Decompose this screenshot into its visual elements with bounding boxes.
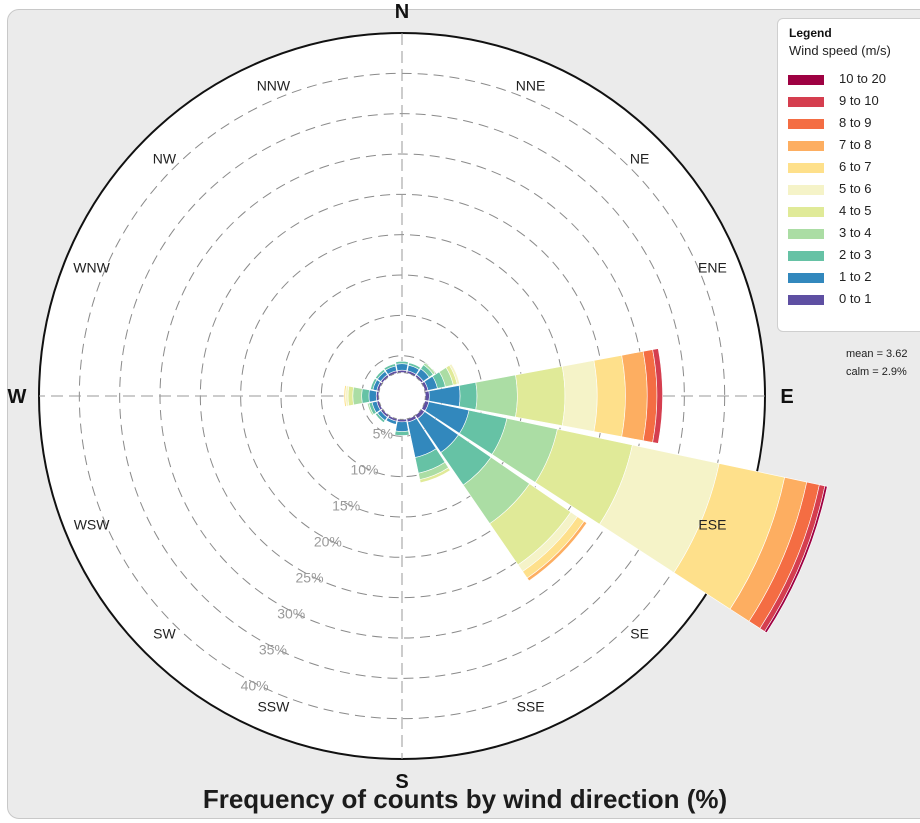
legend: Legend Wind speed (m/s) 10 to 20 9 to 10… — [777, 18, 920, 332]
sector-w-bin-1 — [368, 389, 377, 403]
sector-nnw-bin-2 — [383, 363, 396, 371]
radial-tick-label: 40% — [241, 677, 269, 693]
sector-nne-bin-2 — [408, 362, 421, 371]
direction-label-wsw: WSW — [74, 517, 111, 533]
cardinal-label-e: E — [780, 386, 793, 408]
sector-e-bin-2 — [458, 381, 478, 411]
legend-label: 4 to 5 — [839, 203, 872, 218]
sector-sse-bin-4 — [419, 467, 451, 484]
direction-label-nnw: NNW — [257, 78, 291, 94]
legend-label: 2 to 3 — [839, 247, 872, 262]
legend-label: 0 to 1 — [839, 291, 872, 306]
sector-e-bin-6 — [593, 354, 626, 438]
sector-se-bin-7 — [526, 520, 588, 582]
direction-label-ssw: SSW — [257, 698, 290, 714]
legend-swatch — [788, 119, 824, 129]
sector-ssw-bin-1 — [385, 417, 397, 425]
legend-swatch — [788, 185, 824, 195]
direction-label-se: SE — [630, 626, 649, 642]
sector-n-bin-1 — [395, 363, 409, 371]
mean-stat: mean = 3.62 — [846, 348, 908, 360]
chart-title: Frequency of counts by wind direction (%… — [202, 784, 728, 814]
direction-label-sw: SW — [153, 626, 176, 642]
radial-tick-label: 30% — [277, 605, 305, 621]
legend-swatch — [788, 97, 824, 107]
radial-tick-label: 5% — [373, 426, 393, 442]
legend-swatch — [788, 295, 824, 305]
sector-s-bin-2 — [394, 430, 410, 436]
legend-subtitle: Wind speed (m/s) — [789, 43, 891, 58]
radial-tick-label: 35% — [259, 641, 287, 657]
sector-w-bin-3 — [352, 386, 363, 406]
legend-swatch — [788, 163, 824, 173]
sector-e-bin-3 — [475, 374, 518, 418]
sector-s-bin-1 — [395, 421, 409, 432]
sector-ne-bin-3 — [423, 362, 436, 375]
cardinal-label-w: W — [8, 386, 27, 408]
legend-label: 5 to 6 — [839, 181, 872, 196]
sector-wnw-bin-2 — [370, 378, 378, 391]
cardinal-label-n: N — [395, 1, 409, 23]
sector-w-bin-4 — [347, 385, 354, 407]
calm-stat: calm = 2.9% — [846, 366, 907, 378]
sector-ene-bin-5 — [448, 363, 460, 385]
radial-tick-label: 15% — [332, 498, 360, 514]
legend-swatch — [788, 207, 824, 217]
radial-tick-label: 25% — [296, 569, 324, 585]
legend-swatch — [788, 75, 824, 85]
direction-label-nne: NNE — [516, 78, 546, 94]
legend-swatch — [788, 141, 824, 151]
sector-e-bin-7 — [621, 350, 648, 442]
direction-label-sse: SSE — [517, 698, 545, 714]
legend-label: 1 to 2 — [839, 269, 872, 284]
legend-swatch — [788, 273, 824, 283]
legend-swatch — [788, 251, 824, 261]
legend-label: 6 to 7 — [839, 159, 872, 174]
legend-label: 7 to 8 — [839, 137, 872, 152]
sector-e-bin-9 — [652, 348, 663, 444]
legend-label: 8 to 9 — [839, 115, 872, 130]
legend-title: Legend — [789, 26, 832, 40]
sector-w-bin-6 — [343, 385, 347, 407]
direction-label-ne: NE — [630, 150, 649, 166]
direction-label-ese: ESE — [698, 517, 726, 533]
sector-ese-bin-10 — [764, 485, 828, 634]
legend-swatch — [788, 229, 824, 239]
direction-label-wnw: WNW — [73, 259, 110, 275]
cardinal-label-s: S — [395, 771, 408, 793]
sector-wsw-bin-3 — [366, 402, 375, 416]
sector-sw-bin-2 — [374, 412, 386, 424]
calm-circle — [378, 372, 426, 420]
direction-label-ene: ENE — [698, 259, 727, 275]
sector-w-bin-2 — [361, 388, 370, 404]
sector-e-bin-4 — [515, 365, 566, 427]
direction-label-nw: NW — [153, 150, 177, 166]
legend-label: 9 to 10 — [839, 93, 879, 108]
sector-e-bin-5 — [561, 360, 598, 432]
sector-nw-bin-2 — [374, 368, 386, 380]
sector-n-bin-2 — [395, 361, 409, 365]
legend-label: 3 to 4 — [839, 225, 872, 240]
radial-tick-label: 20% — [314, 534, 342, 550]
legend-label: 10 to 20 — [839, 71, 886, 86]
radial-tick-label: 10% — [350, 462, 378, 478]
